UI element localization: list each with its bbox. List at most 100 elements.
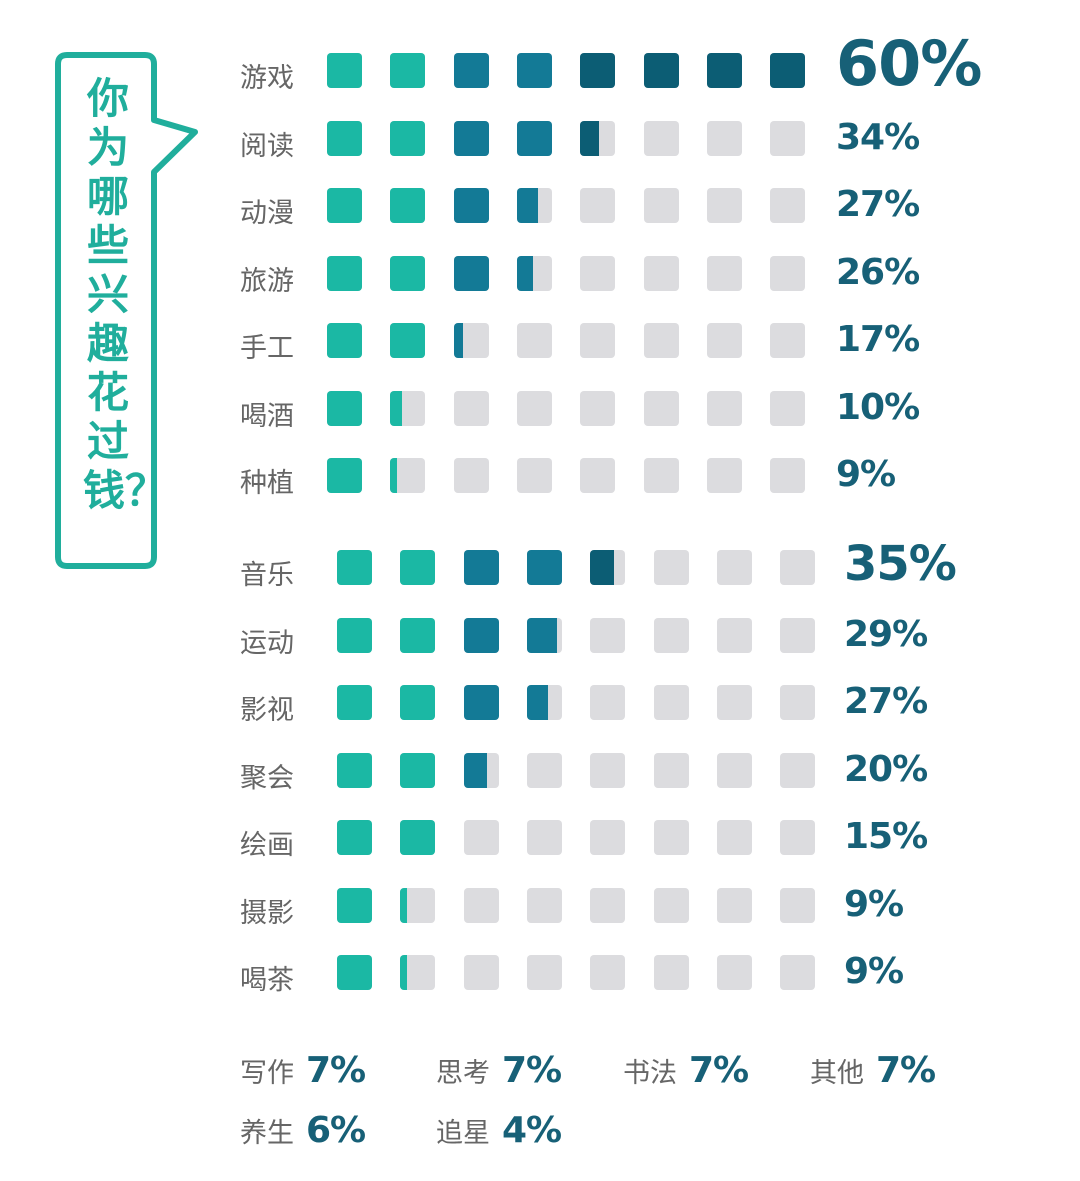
square-fill xyxy=(390,458,398,493)
percentage-value: 20% xyxy=(844,748,928,790)
other-category: 书法 7% xyxy=(623,1050,749,1091)
pictogram-square xyxy=(580,120,616,156)
chart-row: 喝酒 10% xyxy=(240,387,1000,432)
pictogram-square xyxy=(653,550,689,585)
percentage-value: 7% xyxy=(876,1050,936,1091)
square-fill xyxy=(453,53,489,88)
category-label: 追星 xyxy=(436,1118,490,1149)
square-fill xyxy=(643,53,679,88)
pictogram-square xyxy=(580,188,616,223)
pictogram-square xyxy=(770,323,806,358)
square-fill xyxy=(390,53,426,88)
category-label: 喝酒 xyxy=(240,400,294,432)
pictogram-square xyxy=(590,752,626,788)
pictogram-square xyxy=(453,53,489,88)
pictogram-square xyxy=(390,390,426,426)
pictogram-square xyxy=(653,955,689,990)
category-label: 阅读 xyxy=(240,130,294,162)
square-fill xyxy=(463,550,499,585)
square-fill xyxy=(400,550,436,585)
chart-row: 绘画 15% xyxy=(240,816,1000,861)
pictogram-square xyxy=(453,458,489,493)
pictogram-square xyxy=(516,323,552,358)
square-fill xyxy=(580,120,599,156)
category-label: 其他 xyxy=(810,1058,864,1089)
square-fill xyxy=(770,53,806,88)
chart-row: 手工 17% xyxy=(240,319,1000,364)
pictogram-square xyxy=(463,955,499,990)
square-fill xyxy=(337,550,372,585)
pictogram-square xyxy=(327,188,362,223)
category-label: 书法 xyxy=(623,1058,677,1089)
square-fill xyxy=(400,955,408,990)
category-label: 旅游 xyxy=(240,265,294,297)
chart-row: 游戏 60% xyxy=(240,27,1000,100)
pictogram-square xyxy=(463,685,499,720)
pictogram-square xyxy=(643,53,679,88)
percentage-value: 9% xyxy=(844,951,904,992)
square-fill xyxy=(390,323,426,358)
pictogram-square xyxy=(327,120,362,156)
pictogram-square xyxy=(337,820,372,855)
chart-row: 摄影 9% xyxy=(240,884,1000,929)
percentage-value: 60% xyxy=(836,27,982,100)
chart-row: 音乐 35% xyxy=(240,536,1000,592)
pictogram-square xyxy=(716,955,752,990)
pictogram-square xyxy=(516,458,552,493)
pictogram-square xyxy=(770,255,806,291)
pictogram-square xyxy=(653,887,689,923)
pictogram-square xyxy=(590,550,626,585)
square-fill xyxy=(463,685,499,720)
chart-row: 旅游 26% xyxy=(240,252,1000,297)
pictogram-square xyxy=(580,390,616,426)
square-fill xyxy=(327,390,362,426)
percentage-value: 29% xyxy=(844,613,928,655)
pictogram-square xyxy=(643,120,679,156)
other-category: 写作 7% xyxy=(240,1050,366,1091)
category-label: 种植 xyxy=(240,468,294,499)
pictogram-square xyxy=(516,120,552,156)
pictogram-square xyxy=(653,752,689,788)
pictogram-square xyxy=(643,323,679,358)
category-label: 聚会 xyxy=(240,762,294,794)
square-fill xyxy=(327,188,362,223)
chart-row: 影视 27% xyxy=(240,681,1000,726)
square-fill xyxy=(390,255,426,291)
pictogram-square xyxy=(337,685,372,720)
pictogram-square xyxy=(643,390,679,426)
pictogram-square xyxy=(400,752,436,788)
square-fill xyxy=(337,955,372,990)
pictogram-square xyxy=(780,887,816,923)
square-fill xyxy=(390,120,426,156)
category-label: 思考 xyxy=(436,1058,490,1089)
pictogram-square xyxy=(463,887,499,923)
pictogram-square xyxy=(516,255,552,291)
square-fill xyxy=(400,752,436,788)
category-label: 影视 xyxy=(240,695,294,726)
square-fill xyxy=(327,458,362,493)
pictogram-square xyxy=(516,53,552,88)
chart-row: 喝茶 9% xyxy=(240,951,1000,996)
pictogram-square xyxy=(706,255,742,291)
pictogram-square xyxy=(590,887,626,923)
percentage-value: 17% xyxy=(836,319,920,360)
square-fill xyxy=(516,255,534,291)
percentage-value: 6% xyxy=(306,1110,366,1151)
pictogram-square xyxy=(590,617,626,653)
pictogram-square xyxy=(780,685,816,720)
pictogram-square xyxy=(526,752,562,788)
pictogram-square xyxy=(390,53,426,88)
square-fill xyxy=(590,550,614,585)
square-fill xyxy=(327,120,362,156)
percentage-value: 4% xyxy=(502,1110,562,1151)
percentage-value: 9% xyxy=(836,454,896,495)
pictogram-square xyxy=(770,120,806,156)
pictogram-square xyxy=(390,255,426,291)
pictogram-square xyxy=(716,617,752,653)
pictogram-square xyxy=(706,323,742,358)
square-fill xyxy=(580,53,616,88)
pictogram-square xyxy=(590,685,626,720)
pictogram-square xyxy=(706,188,742,223)
square-fill xyxy=(453,323,463,358)
pictogram-square xyxy=(453,390,489,426)
